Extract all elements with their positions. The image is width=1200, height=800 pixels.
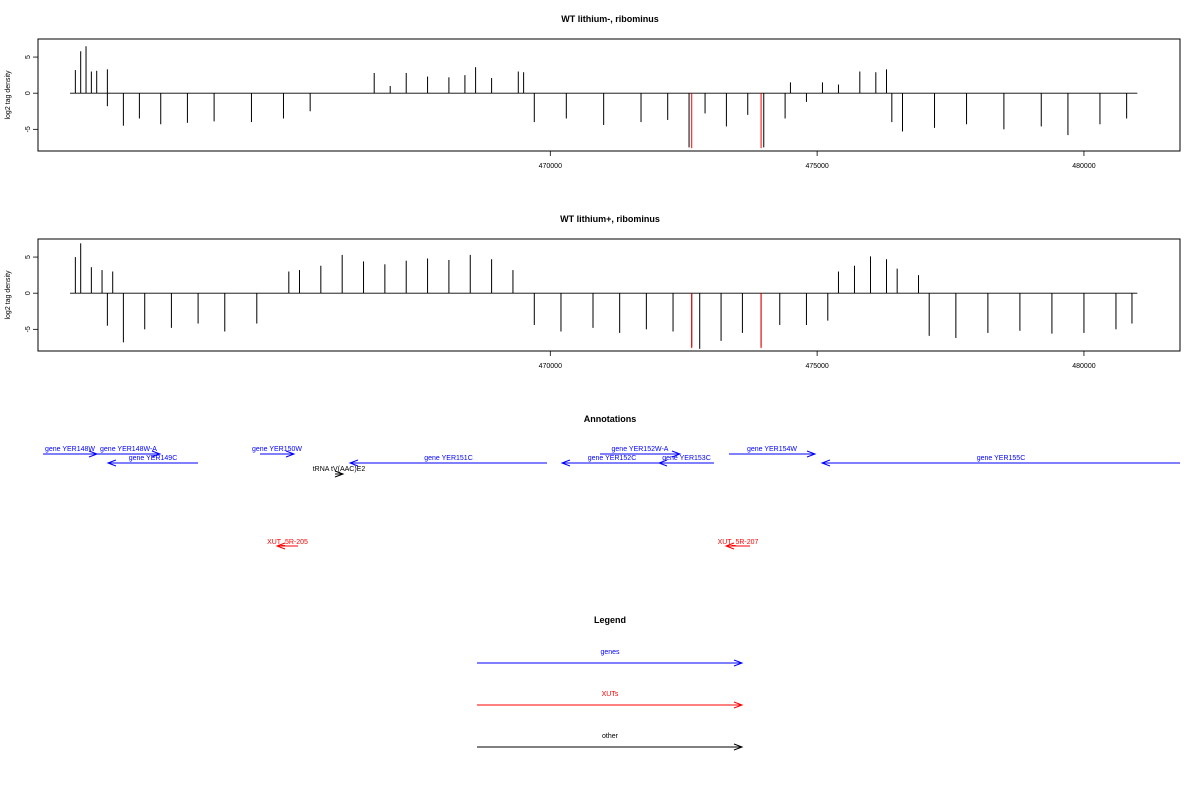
plot-frame: [37, 238, 1181, 352]
x-axis: 470000 475000 480000: [539, 351, 1096, 370]
gene-arrow-head: [671, 450, 682, 458]
track-panel-lithium-minus: WT lithium-, ribominus log2 tag density …: [5, 14, 1181, 170]
x-tick-label: 480000: [1072, 163, 1095, 170]
xut-arrow-head: [724, 542, 735, 550]
y-tick-label: 0: [25, 291, 32, 295]
other-arrow-head: [334, 470, 345, 478]
signal-bars: [74, 243, 1133, 349]
xut-label: XUT_5R-205: [267, 539, 308, 546]
x-tick-label: 475000: [805, 363, 828, 370]
gene-arrow-head: [806, 450, 817, 458]
legend-arrow-head: [733, 701, 744, 709]
gene-label: gene YER155C: [977, 455, 1026, 462]
gene-label: gene YER153C: [662, 455, 711, 462]
plot-frame: [37, 38, 1181, 152]
other-label: tRNA tV(AAC)E2: [313, 466, 366, 473]
gene-arrow-head: [820, 459, 831, 467]
x-axis: 470000 475000 480000: [539, 151, 1096, 170]
y-tick-label: 0: [25, 91, 32, 95]
y-tick-label: -5: [25, 326, 32, 332]
legend-items: genes XUTs other: [477, 649, 744, 751]
legend-arrow-head: [733, 659, 744, 667]
legend-title: Legend: [594, 615, 626, 625]
y-axis: -5 0 5: [25, 255, 38, 332]
annotations-section: Annotations gene YER148W gene YER148W-Age…: [43, 414, 1180, 550]
x-tick-label: 475000: [805, 163, 828, 170]
gene-label: gene YER149C: [129, 455, 178, 462]
gene-arrow-head: [657, 459, 668, 467]
x-tick-label: 470000: [539, 163, 562, 170]
y-axis-label: log2 tag density: [5, 270, 12, 320]
xut-arrow-head: [275, 542, 286, 550]
gene-label: gene YER154W: [747, 446, 797, 453]
gene-arrow-head: [285, 450, 296, 458]
legend: Legend genes XUTs other: [477, 615, 744, 751]
legend-label: XUTs: [602, 691, 619, 698]
gene-label: gene YER148W-A: [100, 446, 157, 453]
signal-bars: [74, 46, 1128, 149]
y-tick-label: -5: [25, 126, 32, 132]
panel-title: WT lithium+, ribominus: [560, 214, 660, 224]
y-tick-label: 5: [25, 255, 32, 259]
legend-label: genes: [600, 649, 620, 656]
y-axis: -5 0 5: [25, 55, 38, 132]
legend-label: other: [602, 733, 619, 740]
gene-arrow-head: [151, 450, 162, 458]
gene-arrow-head: [106, 459, 117, 467]
xut-label: XUT_5R-207: [718, 539, 759, 546]
gene-arrow-head: [348, 459, 359, 467]
gene-label: gene YER150W: [252, 446, 302, 453]
track-panel-lithium-plus: WT lithium+, ribominus log2 tag density …: [5, 214, 1181, 370]
y-axis-label: log2 tag density: [5, 70, 12, 120]
legend-arrow-head: [733, 743, 744, 751]
gene-label: gene YER148W: [45, 446, 95, 453]
annotation-features: gene YER148W gene YER148W-A gene YER149C ge…: [43, 446, 1180, 550]
gene-arrow-head: [560, 459, 571, 467]
x-tick-label: 470000: [539, 363, 562, 370]
panel-title: WT lithium-, ribominus: [561, 14, 659, 24]
x-tick-label: 480000: [1072, 363, 1095, 370]
gene-label: gene YER152W-A: [612, 446, 669, 453]
annotations-title: Annotations: [584, 414, 637, 424]
gene-label: gene YER152C: [588, 455, 637, 462]
gene-label: gene YER151C: [424, 455, 473, 462]
y-tick-label: 5: [25, 55, 32, 59]
